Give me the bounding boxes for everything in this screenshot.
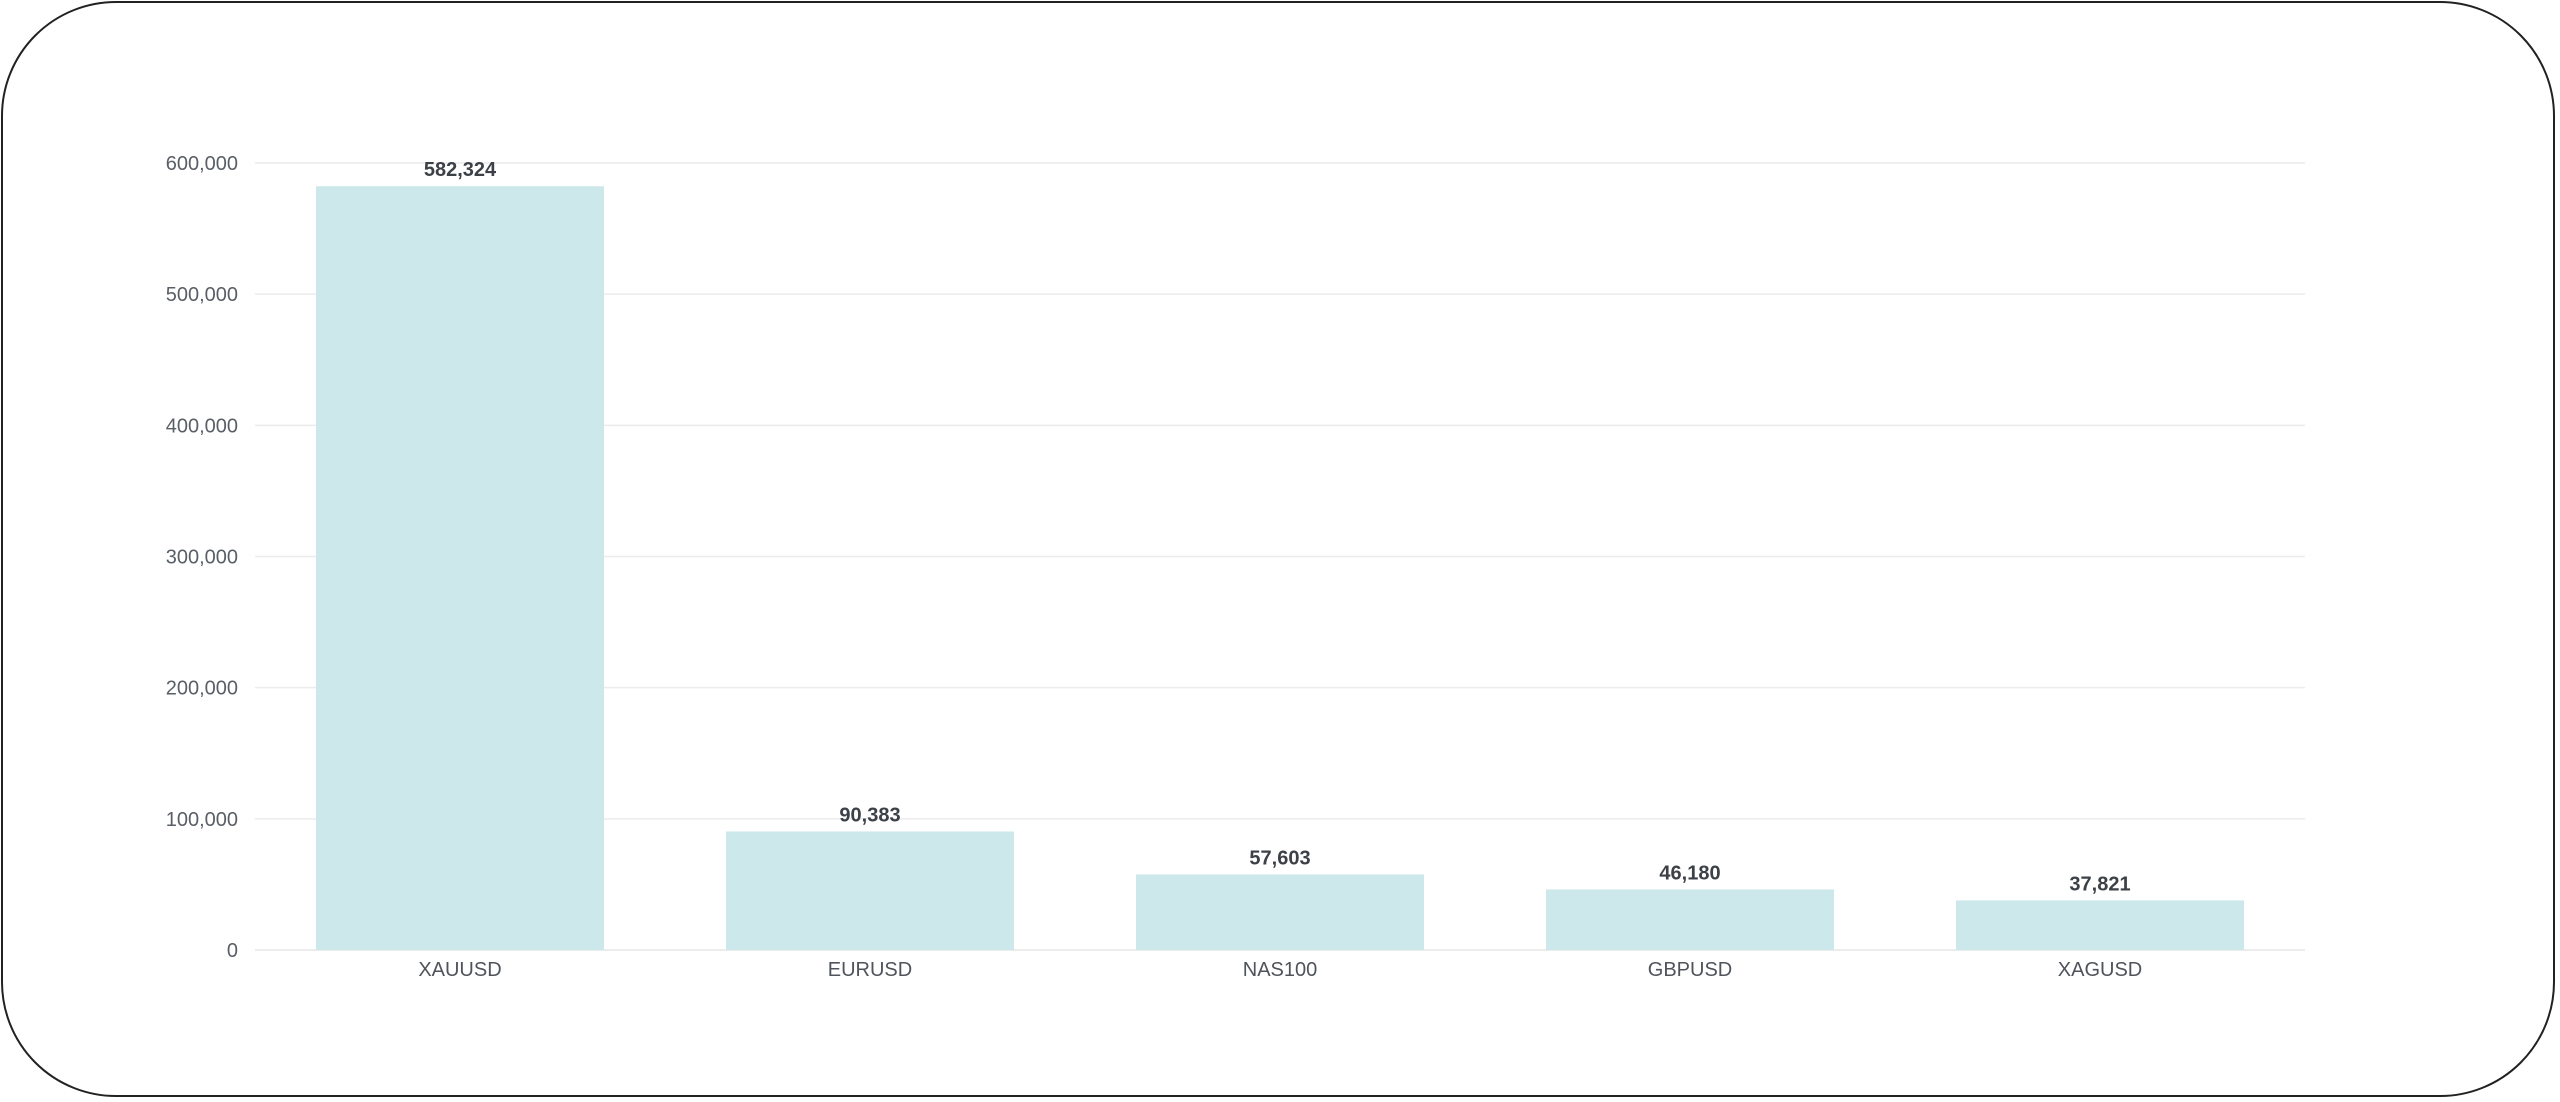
data-label: 57,603 [1249,847,1310,869]
data-label: 90,383 [839,804,900,826]
data-label: 46,180 [1659,862,1720,884]
y-tick-label: 600,000 [166,153,238,175]
y-tick-label: 500,000 [166,284,238,306]
bar-gbpusd [1546,889,1834,950]
y-axis-ticks: 0 100,000 200,000 300,000 400,000 500,000 600,… [166,153,238,962]
x-tick-label: NAS100 [1243,959,1318,981]
y-tick-label: 200,000 [166,678,238,700]
data-label: 582,324 [424,159,497,181]
bar-eurusd [726,831,1014,950]
x-tick-label: GBPUSD [1648,959,1732,981]
bars [316,186,2244,951]
bar-nas100 [1136,874,1424,950]
data-label: 37,821 [2069,873,2130,895]
x-tick-label: XAGUSD [2058,959,2142,981]
data-labels: 582,324 90,383 57,603 46,180 37,821 [424,159,2131,895]
bar-xagusd [1956,900,2244,950]
y-tick-label: 100,000 [166,809,238,831]
bar-xauusd [316,186,604,951]
y-tick-label: 0 [227,940,238,962]
y-tick-label: 400,000 [166,415,238,437]
x-tick-label: EURUSD [828,959,912,981]
y-tick-label: 300,000 [166,547,238,569]
x-axis-ticks: XAUUSD EURUSD NAS100 GBPUSD XAGUSD [418,959,2142,981]
x-tick-label: XAUUSD [418,959,501,981]
